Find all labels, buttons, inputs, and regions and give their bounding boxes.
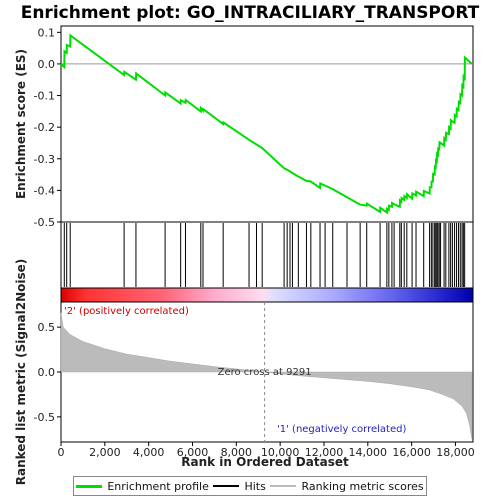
es-y-tick-label: -0.4 [34,184,55,197]
positive-correlation-label: '2' (positively correlated) [64,306,189,317]
x-tick-label: 0 [58,446,65,459]
legend: Enrichment profile Hits Ranking metric s… [73,476,427,496]
es-y-tick-label: 0.0 [38,58,56,71]
hits-panel-frame [60,221,474,289]
es-y-tick-label: -0.2 [34,121,55,134]
x-tick-label: 10,000 [261,446,300,459]
es-panel-frame [60,25,474,223]
legend-swatch-green [76,484,103,488]
metric-y-tick-label: 0.5 [38,321,56,334]
es-y-tick-label: -0.1 [34,90,55,103]
x-tick-label: 6,000 [177,446,209,459]
metric-y-axis-label: Ranked list metric (Signal2Noise) [14,259,28,486]
rank-color-bar [60,287,474,303]
legend-label: Ranking metric scores [301,479,424,493]
metric-y-ticks: 0.5 0.0 -0.5 [34,321,61,424]
hits-markers [63,223,466,287]
enrichment-profile-line [60,33,473,215]
legend-item-enrichment-profile: Enrichment profile [76,480,209,493]
x-axis-label: Rank in Ordered Dataset [181,455,349,469]
ranked-metric-area [60,312,473,440]
es-y-ticks: 0.1 0.0 -0.1 -0.2 -0.3 -0.4 -0.5 [34,26,61,229]
legend-label: Hits [244,479,266,493]
x-tick-label: 8,000 [221,446,253,459]
x-tick-label: 14,000 [349,446,388,459]
es-y-axis-label: Enrichment score (ES) [14,49,28,199]
legend-swatch-black [213,485,240,487]
metric-y-tick-label: -0.5 [34,411,55,424]
legend-label: Enrichment profile [107,479,209,493]
zero-cross-label: Zero cross at 9291 [218,367,312,378]
x-tick-label: 16,000 [392,446,431,459]
x-tick-label: 12,000 [305,446,344,459]
es-y-tick-label: 0.1 [38,26,56,39]
x-axis-ticks: 0 2,000 4,000 6,000 8,000 10,000 12,000 14,000 1… [58,442,475,459]
es-y-tick-label: -0.5 [34,216,55,229]
negative-correlation-label: '1' (negatively correlated) [277,424,406,435]
x-tick-label: 18,000 [436,446,475,459]
metric-y-tick-label: 0.0 [38,366,56,379]
legend-swatch-gray [270,485,297,487]
legend-item-ranking-metric: Ranking metric scores [270,479,424,493]
x-tick-label: 2,000 [89,446,121,459]
x-tick-label: 4,000 [133,446,165,459]
es-y-tick-label: -0.3 [34,153,55,166]
chart-title: Enrichment plot: GO_INTRACILIARY_TRANSPO… [21,3,480,23]
legend-item-hits: Hits [213,479,266,493]
